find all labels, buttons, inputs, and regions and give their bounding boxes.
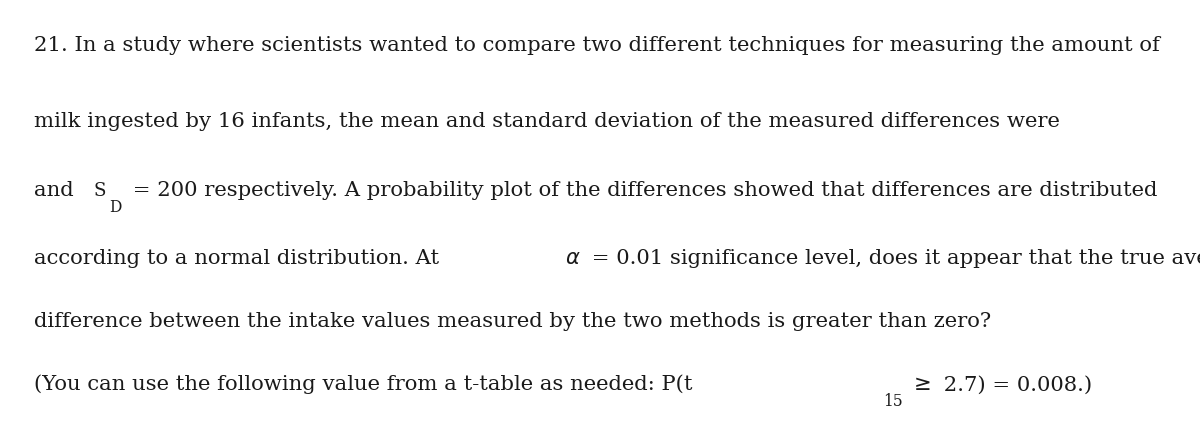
- Text: 15: 15: [883, 393, 904, 410]
- Text: = 0.01 significance level, does it appear that the true average: = 0.01 significance level, does it appea…: [586, 249, 1200, 268]
- Text: $\alpha$: $\alpha$: [565, 249, 581, 268]
- Text: = 200 respectively. A probability plot of the differences showed that difference: = 200 respectively. A probability plot o…: [126, 181, 1157, 200]
- Text: difference between the intake values measured by the two methods is greater than: difference between the intake values mea…: [34, 312, 991, 331]
- Text: D: D: [109, 199, 122, 216]
- Text: 21. In a study where scientists wanted to compare two different techniques for m: 21. In a study where scientists wanted t…: [34, 35, 1159, 54]
- Text: according to a normal distribution. At: according to a normal distribution. At: [34, 249, 445, 268]
- Text: 2.7) = 0.008.): 2.7) = 0.008.): [937, 375, 1092, 394]
- Text: S: S: [94, 182, 106, 200]
- Text: and: and: [34, 181, 80, 200]
- Text: $\geq$: $\geq$: [908, 375, 930, 394]
- Text: milk ingested by 16 infants, the mean and standard deviation of the measured dif: milk ingested by 16 infants, the mean an…: [34, 111, 1067, 130]
- Text: (You can use the following value from a t-table as needed: P(t: (You can use the following value from a …: [34, 375, 692, 394]
